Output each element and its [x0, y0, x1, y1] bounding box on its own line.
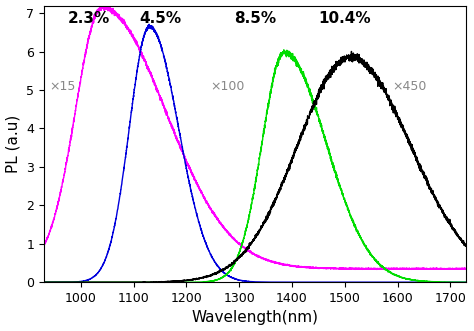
- Y-axis label: PL (a.u): PL (a.u): [6, 115, 20, 173]
- Text: 4.5%: 4.5%: [139, 11, 181, 26]
- X-axis label: Wavelength(nm): Wavelength(nm): [191, 310, 319, 325]
- Text: ×15: ×15: [49, 80, 75, 93]
- Text: 10.4%: 10.4%: [319, 11, 371, 26]
- Text: 8.5%: 8.5%: [234, 11, 276, 26]
- Text: ×100: ×100: [210, 80, 245, 93]
- Text: ×450: ×450: [392, 80, 427, 93]
- Text: 2.3%: 2.3%: [68, 11, 110, 26]
